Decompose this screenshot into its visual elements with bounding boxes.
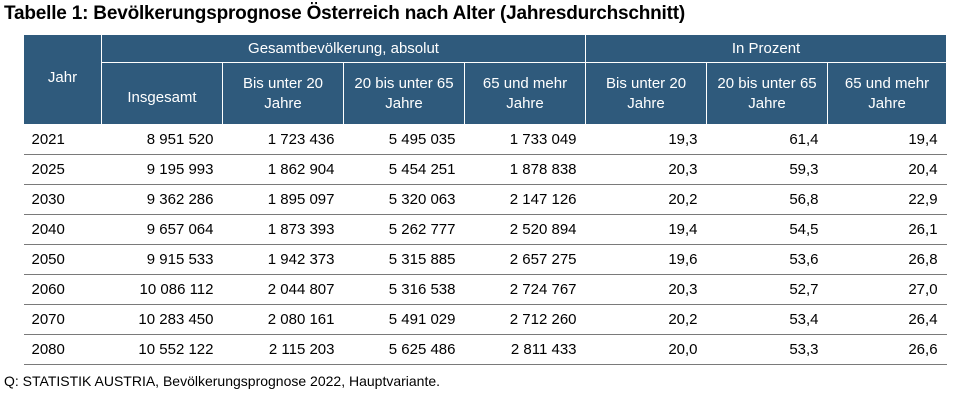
insgesamt-cell: 9 657 064 bbox=[101, 214, 223, 245]
table-row: 2050 9 915 533 1 942 373 5 315 885 2 657 275… bbox=[23, 244, 947, 275]
year-cell: 2080 bbox=[23, 334, 102, 365]
pct-bis-20-cell: 19,4 bbox=[585, 214, 707, 245]
abs-20-65-cell: 5 495 035 bbox=[343, 124, 465, 155]
pct-20-65-cell: 53,6 bbox=[706, 244, 828, 275]
table-row: 2030 9 362 286 1 895 097 5 320 063 2 147 126… bbox=[23, 184, 947, 215]
pct-65-plus-cell: 26,6 bbox=[827, 334, 947, 365]
insgesamt-cell: 10 086 112 bbox=[101, 274, 223, 305]
pct-65-plus-cell: 26,4 bbox=[827, 304, 947, 335]
abs-65-plus-cell: 2 811 433 bbox=[464, 334, 586, 365]
table-row: 2060 10 086 112 2 044 807 5 316 538 2 724 76… bbox=[23, 274, 947, 305]
abs-bis-20-cell: 2 115 203 bbox=[222, 334, 344, 365]
abs-20-65-cell: 5 316 538 bbox=[343, 274, 465, 305]
header-insgesamt: Insgesamt bbox=[101, 62, 223, 125]
pct-65-plus-cell: 27,0 bbox=[827, 274, 947, 305]
abs-bis-20-cell: 1 862 904 bbox=[222, 154, 344, 185]
abs-bis-20-cell: 1 873 393 bbox=[222, 214, 344, 245]
pct-20-65-cell: 53,4 bbox=[706, 304, 828, 335]
pct-bis-20-cell: 19,6 bbox=[585, 244, 707, 275]
pct-65-plus-cell: 22,9 bbox=[827, 184, 947, 215]
year-cell: 2040 bbox=[23, 214, 102, 245]
header-jahr: Jahr bbox=[23, 34, 102, 125]
year-cell: 2050 bbox=[23, 244, 102, 275]
year-cell: 2025 bbox=[23, 154, 102, 185]
insgesamt-cell: 10 552 122 bbox=[101, 334, 223, 365]
pct-65-plus-cell: 26,1 bbox=[827, 214, 947, 245]
table-row: 2021 8 951 520 1 723 436 5 495 035 1 733 049… bbox=[23, 124, 947, 155]
insgesamt-cell: 9 915 533 bbox=[101, 244, 223, 275]
source-note: Q: STATISTIK AUSTRIA, Bevölkerungsprogno… bbox=[4, 373, 441, 389]
insgesamt-cell: 10 283 450 bbox=[101, 304, 223, 335]
pct-65-plus-cell: 26,8 bbox=[827, 244, 947, 275]
table-title: Tabelle 1: Bevölkerungsprognose Österrei… bbox=[4, 3, 685, 24]
abs-20-65-cell: 5 491 029 bbox=[343, 304, 465, 335]
abs-65-plus-cell: 2 147 126 bbox=[464, 184, 586, 215]
pct-bis-20-cell: 20,2 bbox=[585, 304, 707, 335]
abs-20-65-cell: 5 625 486 bbox=[343, 334, 465, 365]
table-row: 2040 9 657 064 1 873 393 5 262 777 2 520 894… bbox=[23, 214, 947, 245]
pct-20-65-cell: 59,3 bbox=[706, 154, 828, 185]
header-pct-20-65: 20 bis unter 65 Jahre bbox=[706, 62, 829, 125]
header-group-absolut: Gesamtbevölkerung, absolut bbox=[100, 34, 587, 63]
header-pct-65-plus: 65 und mehr Jahre bbox=[827, 62, 948, 125]
abs-bis-20-cell: 1 723 436 bbox=[222, 124, 344, 155]
table-body: 2021 8 951 520 1 723 436 5 495 035 1 733 049… bbox=[23, 124, 947, 365]
abs-20-65-cell: 5 262 777 bbox=[343, 214, 465, 245]
abs-65-plus-cell: 2 712 260 bbox=[464, 304, 586, 335]
abs-bis-20-cell: 1 942 373 bbox=[222, 244, 344, 275]
table-row: 2025 9 195 993 1 862 904 5 454 251 1 878 838… bbox=[23, 154, 947, 185]
pct-20-65-cell: 52,7 bbox=[706, 274, 828, 305]
abs-20-65-cell: 5 320 063 bbox=[343, 184, 465, 215]
header-group-prozent: In Prozent bbox=[585, 34, 948, 63]
pct-20-65-cell: 53,3 bbox=[706, 334, 828, 365]
population-table: Jahr Gesamtbevölkerung, absolut In Proze… bbox=[23, 34, 948, 365]
pct-bis-20-cell: 20,2 bbox=[585, 184, 707, 215]
header-abs-20-65: 20 bis unter 65 Jahre bbox=[343, 62, 465, 125]
pct-bis-20-cell: 20,0 bbox=[585, 334, 707, 365]
header-abs-bis-20: Bis unter 20 Jahre bbox=[222, 62, 344, 125]
pct-65-plus-cell: 19,4 bbox=[827, 124, 947, 155]
abs-65-plus-cell: 1 878 838 bbox=[464, 154, 586, 185]
header-abs-65-plus: 65 und mehr Jahre bbox=[463, 62, 587, 125]
pct-bis-20-cell: 19,3 bbox=[585, 124, 707, 155]
year-cell: 2070 bbox=[23, 304, 102, 335]
table-row: 2070 10 283 450 2 080 161 5 491 029 2 712 26… bbox=[23, 304, 947, 335]
abs-bis-20-cell: 2 044 807 bbox=[222, 274, 344, 305]
abs-65-plus-cell: 2 724 767 bbox=[464, 274, 586, 305]
year-cell: 2021 bbox=[23, 124, 102, 155]
table-row: 2080 10 552 122 2 115 203 5 625 486 2 811 43… bbox=[23, 334, 947, 365]
pct-65-plus-cell: 20,4 bbox=[827, 154, 947, 185]
pct-bis-20-cell: 20,3 bbox=[585, 274, 707, 305]
abs-20-65-cell: 5 454 251 bbox=[343, 154, 465, 185]
abs-bis-20-cell: 2 080 161 bbox=[222, 304, 344, 335]
header-pct-bis-20: Bis unter 20 Jahre bbox=[585, 62, 708, 125]
pct-20-65-cell: 56,8 bbox=[706, 184, 828, 215]
insgesamt-cell: 8 951 520 bbox=[101, 124, 223, 155]
insgesamt-cell: 9 362 286 bbox=[101, 184, 223, 215]
pct-20-65-cell: 61,4 bbox=[706, 124, 828, 155]
pct-bis-20-cell: 20,3 bbox=[585, 154, 707, 185]
insgesamt-cell: 9 195 993 bbox=[101, 154, 223, 185]
abs-65-plus-cell: 1 733 049 bbox=[464, 124, 586, 155]
year-cell: 2030 bbox=[23, 184, 102, 215]
abs-65-plus-cell: 2 520 894 bbox=[464, 214, 586, 245]
pct-20-65-cell: 54,5 bbox=[706, 214, 828, 245]
year-cell: 2060 bbox=[23, 274, 102, 305]
abs-bis-20-cell: 1 895 097 bbox=[222, 184, 344, 215]
abs-20-65-cell: 5 315 885 bbox=[343, 244, 465, 275]
abs-65-plus-cell: 2 657 275 bbox=[464, 244, 586, 275]
